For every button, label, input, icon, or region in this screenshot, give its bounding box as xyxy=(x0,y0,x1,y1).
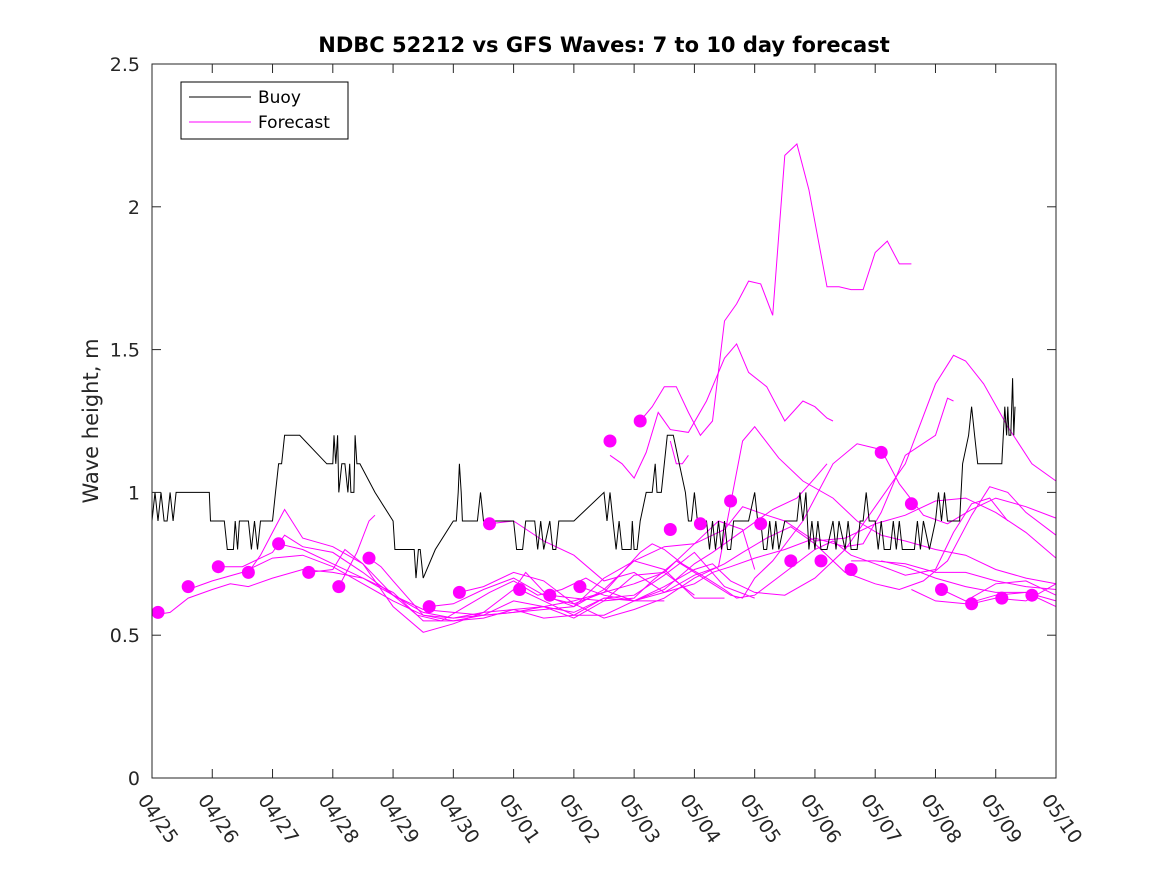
forecast-line-12 xyxy=(549,443,1057,602)
forecast-line-7 xyxy=(368,497,1009,619)
forecast-marker-0 xyxy=(151,605,165,619)
forecast-marker-21 xyxy=(814,554,828,568)
forecast-marker-18 xyxy=(724,494,738,508)
y-tick-label-2: 1 xyxy=(128,482,140,504)
forecast-line-4 xyxy=(278,520,756,622)
forecast-marker-27 xyxy=(995,591,1009,605)
forecast-line-11 xyxy=(519,354,1057,616)
plot-area xyxy=(152,64,1056,778)
y-tick-label-3: 1.5 xyxy=(110,340,140,362)
y-tick-label-0: 0 xyxy=(128,768,140,790)
legend-box xyxy=(180,81,349,140)
series-layer xyxy=(151,143,1057,633)
forecast-line-21 xyxy=(971,583,1057,605)
forecast-marker-23 xyxy=(874,445,888,459)
forecast-marker-28 xyxy=(1025,588,1039,602)
forecast-marker-11 xyxy=(513,583,527,596)
forecast-marker-9 xyxy=(452,585,466,599)
forecast-line-6 xyxy=(338,514,376,587)
forecast-marker-13 xyxy=(573,580,587,594)
forecast-marker-26 xyxy=(965,597,979,611)
forecast-marker-7 xyxy=(362,551,376,565)
forecast-marker-16 xyxy=(663,523,677,536)
forecast-line-9 xyxy=(459,486,1057,619)
forecast-line-17 xyxy=(851,560,1057,590)
forecast-line-13 xyxy=(579,425,1057,602)
y-tick-label-4: 2 xyxy=(128,197,140,219)
forecast-marker-1 xyxy=(181,580,195,594)
forecast-marker-24 xyxy=(904,497,918,511)
legend-label-buoy: Buoy xyxy=(258,88,301,108)
forecast-marker-14 xyxy=(603,434,617,448)
forecast-marker-2 xyxy=(211,560,225,574)
forecast-line-15 xyxy=(639,143,912,437)
forecast-line-10 xyxy=(489,397,954,593)
buoy-line xyxy=(151,378,1016,579)
forecast-marker-25 xyxy=(935,583,948,596)
forecast-marker-17 xyxy=(693,517,707,531)
forecast-marker-19 xyxy=(754,517,768,531)
forecast-marker-12 xyxy=(543,588,557,602)
y-tick-label-1: 0.5 xyxy=(110,625,140,647)
legend-label-forecast: Forecast xyxy=(258,113,330,133)
legend: Buoy Forecast xyxy=(180,81,349,140)
y-tick-label-5: 2.5 xyxy=(110,54,140,76)
chart-title: NDBC 52212 vs GFS Waves: 7 to 10 day for… xyxy=(318,33,889,57)
forecast-marker-6 xyxy=(332,580,346,594)
forecast-marker-4 xyxy=(272,537,286,551)
forecast-marker-20 xyxy=(784,554,798,568)
forecast-marker-5 xyxy=(302,565,316,579)
forecast-marker-8 xyxy=(422,600,436,614)
forecast-line-20 xyxy=(941,580,1057,602)
y-axis-label: Wave height, m xyxy=(79,338,103,503)
forecast-line-14 xyxy=(609,342,834,480)
forecast-marker-3 xyxy=(241,565,255,579)
forecast-marker-10 xyxy=(483,517,496,531)
forecast-marker-15 xyxy=(633,414,647,428)
forecast-marker-22 xyxy=(844,563,858,576)
axes-box xyxy=(151,63,1057,779)
forecast-line-1 xyxy=(188,551,755,622)
